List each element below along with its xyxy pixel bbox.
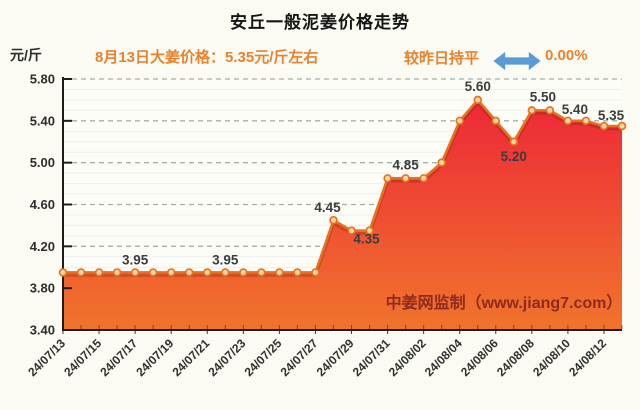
data-point-marker <box>545 106 555 115</box>
data-point-marker <box>257 268 266 277</box>
data-point-marker <box>347 226 356 235</box>
arrow-shape <box>493 51 541 71</box>
x-tick-label: 24/07/29 <box>314 336 357 379</box>
data-point-marker <box>581 116 591 126</box>
x-tick-label: 24/07/17 <box>97 336 140 379</box>
data-point-label: 4.35 <box>353 232 380 247</box>
data-point-marker <box>329 215 338 225</box>
current-price-subtitle: 8月13日大姜价格：5.35元/斤左右 <box>95 49 319 66</box>
x-tick-label: 24/07/19 <box>133 336 176 379</box>
data-point-marker <box>437 158 446 167</box>
data-point-marker <box>148 268 158 277</box>
x-tick-label: 24/08/10 <box>530 336 573 379</box>
data-point-marker <box>473 95 482 105</box>
data-point-marker <box>563 116 573 126</box>
x-tick-label: 24/07/27 <box>278 336 321 379</box>
x-tick-label: 24/08/02 <box>386 336 429 379</box>
y-tick-label: 5.80 <box>30 72 55 87</box>
x-tick-label: 24/07/31 <box>350 336 393 379</box>
data-point-marker <box>275 268 284 277</box>
y-tick-label: 5.00 <box>30 155 55 170</box>
data-point-marker <box>617 121 627 131</box>
data-point-marker <box>491 116 501 126</box>
data-point-marker <box>401 174 410 183</box>
data-point-marker <box>383 174 392 183</box>
y-tick-label: 4.20 <box>30 239 55 254</box>
x-tick-label: 24/07/21 <box>169 336 212 379</box>
data-point-label: 4.45 <box>314 200 341 215</box>
y-tick-label: 3.80 <box>30 281 55 296</box>
x-tick-label: 24/07/25 <box>242 336 285 379</box>
y-tick-label: 5.40 <box>30 113 55 128</box>
page-title: 安丘一般泥姜价格走势 <box>230 13 410 32</box>
data-point-marker <box>166 268 176 277</box>
data-point-marker <box>76 268 86 277</box>
data-point-marker <box>527 106 537 115</box>
data-point-marker <box>365 226 374 235</box>
data-point-label: 5.60 <box>465 79 491 94</box>
watermark: 中姜网监制（www.jiang7.com） <box>386 293 623 312</box>
data-point-marker <box>509 137 519 146</box>
data-point-label: 5.20 <box>501 149 527 164</box>
left-right-arrow-icon <box>493 51 541 71</box>
data-point-marker <box>239 268 248 277</box>
data-point-marker <box>203 268 212 277</box>
data-point-marker <box>184 268 194 277</box>
data-point-marker <box>94 268 104 277</box>
data-point-marker <box>419 174 428 183</box>
change-status-label: 较昨日持平 <box>404 50 480 67</box>
data-point-label: 5.40 <box>562 102 588 117</box>
data-point-marker <box>293 268 302 277</box>
data-point-marker <box>599 121 609 131</box>
y-tick-label: 3.40 <box>30 323 55 338</box>
data-point-marker <box>311 268 320 277</box>
data-point-label: 5.50 <box>530 89 556 104</box>
change-percent-value: 0.00% <box>545 47 588 64</box>
y-tick-label: 4.60 <box>30 197 55 212</box>
x-tick-label: 24/07/15 <box>61 336 104 379</box>
data-point-label: 4.85 <box>392 157 419 172</box>
data-point-marker <box>221 268 230 277</box>
x-tick-label: 24/08/08 <box>494 336 537 379</box>
data-point-marker <box>112 268 122 277</box>
data-point-marker <box>58 268 68 277</box>
price-trend-chart: 5.805.405.004.604.203.803.4024/07/1324/0… <box>25 72 627 379</box>
data-point-label: 5.35 <box>598 108 625 123</box>
y-axis-unit-label: 元/斤 <box>10 47 42 63</box>
x-tick-label: 24/08/12 <box>566 336 609 379</box>
x-tick-label: 24/07/23 <box>206 336 249 379</box>
data-point-marker <box>130 268 140 277</box>
x-tick-label: 24/08/04 <box>422 336 465 379</box>
data-point-marker <box>455 116 464 126</box>
x-tick-label: 24/07/13 <box>25 336 68 379</box>
data-point-label: 3.95 <box>212 252 239 267</box>
x-tick-label: 24/08/06 <box>458 336 501 379</box>
data-point-label: 3.95 <box>122 252 149 267</box>
